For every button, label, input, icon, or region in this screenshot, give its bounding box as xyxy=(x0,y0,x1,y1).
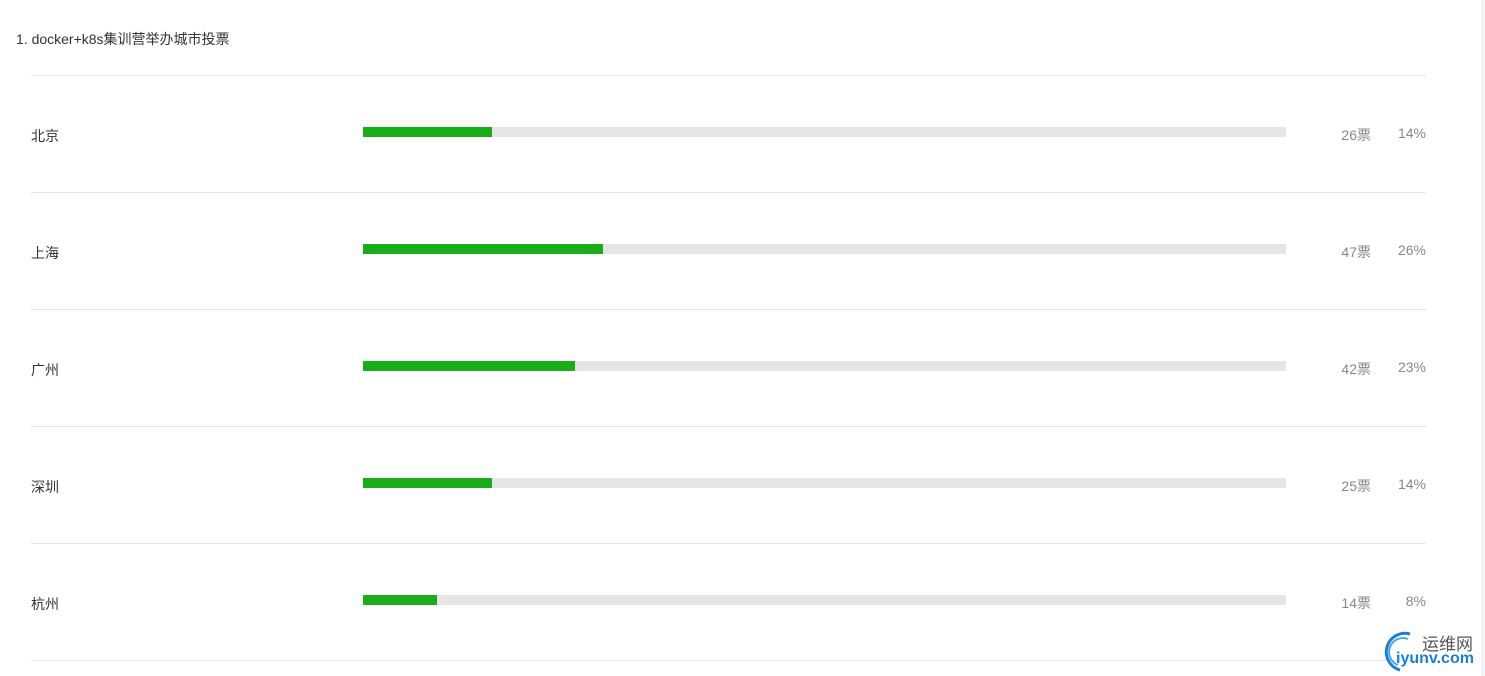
progress-track xyxy=(363,244,1286,254)
logo-swirl-icon xyxy=(1384,631,1411,672)
progress-track xyxy=(363,478,1286,488)
option-name: 深圳 xyxy=(31,479,59,495)
progress-fill xyxy=(363,127,493,137)
poll-option-row: 上海 47票 26% xyxy=(31,193,1426,310)
vote-count: 47票 xyxy=(1341,244,1371,260)
vote-count: 26票 xyxy=(1341,127,1371,143)
vote-count: 14票 xyxy=(1341,595,1371,611)
option-name: 上海 xyxy=(31,245,59,261)
poll-options: 北京 26票 14% 上海 47票 26% 广州 42票 23% 深圳 25票 14%… xyxy=(31,75,1426,661)
progress-track xyxy=(363,127,1286,137)
progress-track xyxy=(363,361,1286,371)
watermark-domain: iyunv.com xyxy=(1396,650,1474,667)
progress-fill xyxy=(363,595,437,605)
vote-percent: 26% xyxy=(1397,242,1426,258)
scrollbar[interactable] xyxy=(1481,0,1485,676)
vote-count: 25票 xyxy=(1341,478,1371,494)
progress-fill xyxy=(363,478,493,488)
poll-option-row: 杭州 14票 8% xyxy=(31,544,1426,661)
vote-percent: 8% xyxy=(1405,593,1426,609)
progress-fill xyxy=(363,244,603,254)
poll-option-row: 北京 26票 14% xyxy=(31,76,1426,193)
option-name: 杭州 xyxy=(31,596,59,612)
poll-option-row: 广州 42票 23% xyxy=(31,310,1426,427)
progress-fill xyxy=(363,361,576,371)
progress-track xyxy=(363,595,1286,605)
watermark-logo: 运维网 iyunv.com xyxy=(1380,628,1480,672)
vote-percent: 23% xyxy=(1397,359,1426,375)
poll-option-row: 深圳 25票 14% xyxy=(31,427,1426,544)
option-name: 北京 xyxy=(31,128,59,144)
vote-percent: 14% xyxy=(1397,125,1426,141)
vote-count: 42票 xyxy=(1341,361,1371,377)
watermark-text: 运维网 xyxy=(1422,635,1473,654)
poll-title: 1. docker+k8s集训营举办城市投票 xyxy=(16,31,230,47)
option-name: 广州 xyxy=(31,362,59,378)
vote-percent: 14% xyxy=(1397,476,1426,492)
